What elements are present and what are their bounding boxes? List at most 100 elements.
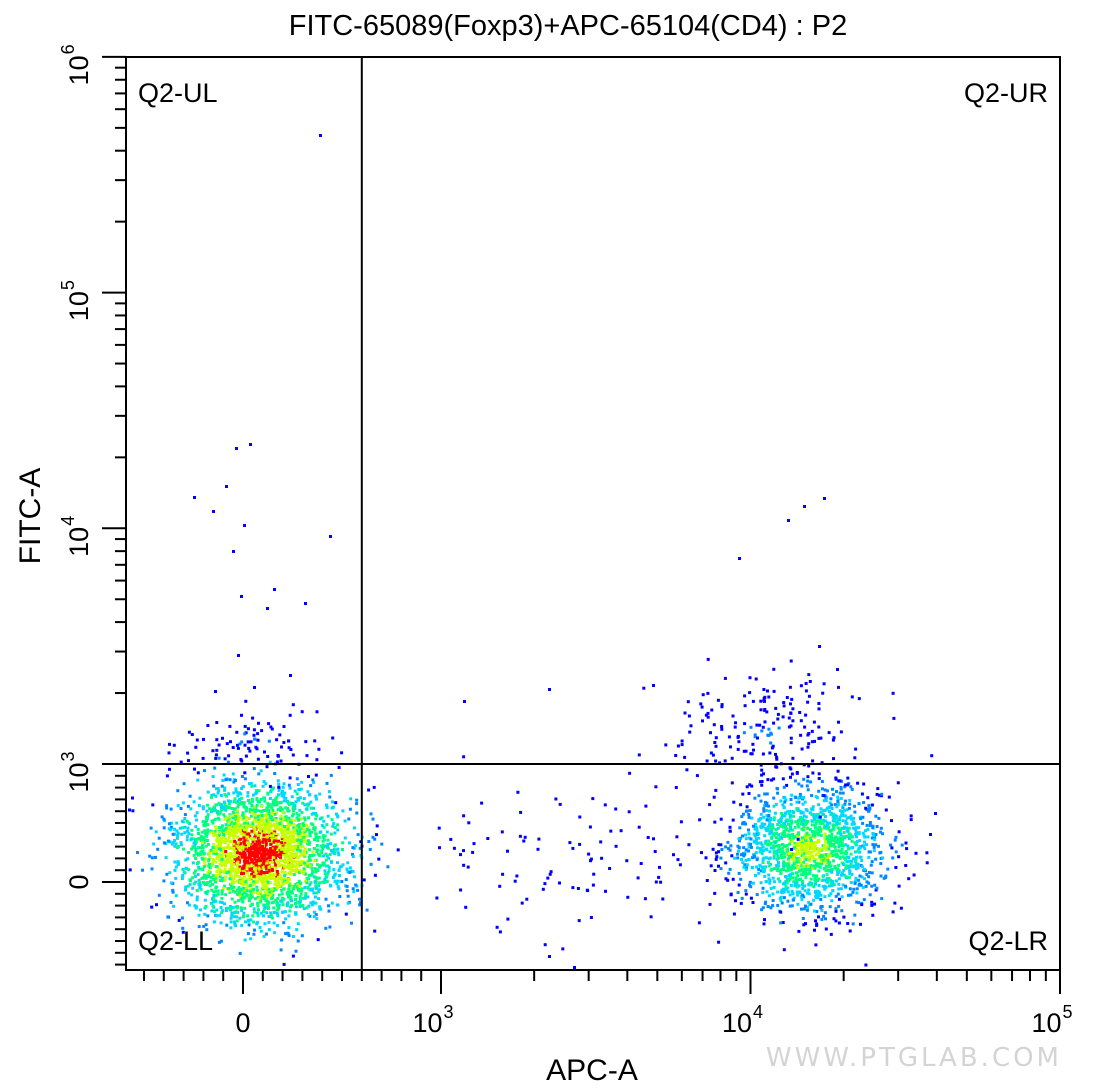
event-dot xyxy=(748,691,752,695)
event-dot xyxy=(743,704,747,708)
event-dot xyxy=(758,850,762,854)
event-dot xyxy=(764,856,768,860)
event-dot xyxy=(741,792,745,796)
event-dot xyxy=(814,882,817,886)
event-dot xyxy=(230,878,234,882)
event-dot xyxy=(269,893,273,897)
event-dot xyxy=(856,866,860,870)
event-dot xyxy=(304,872,307,876)
event-dot xyxy=(839,786,843,789)
x-axis-tick-labels: 0 103 104 105 xyxy=(235,1002,1072,1038)
event-dot xyxy=(558,802,562,806)
event-dot xyxy=(201,756,205,760)
event-dot xyxy=(821,787,824,791)
event-dot xyxy=(757,836,761,840)
event-dot xyxy=(824,808,828,812)
event-dot xyxy=(261,827,265,831)
event-dot xyxy=(749,845,753,849)
event-dot xyxy=(253,784,257,788)
event-dot xyxy=(768,822,772,826)
event-dot xyxy=(820,909,824,912)
event-dot xyxy=(247,832,251,836)
event-dot xyxy=(856,781,860,785)
event-dot xyxy=(747,836,751,840)
event-dot xyxy=(235,823,239,827)
event-dot xyxy=(204,923,208,927)
event-dot xyxy=(866,796,870,800)
event-dot xyxy=(307,842,311,846)
event-dot xyxy=(652,684,655,687)
event-dot xyxy=(266,880,270,884)
event-dot xyxy=(786,822,790,826)
event-dot xyxy=(237,875,241,879)
event-dot xyxy=(733,725,737,729)
event-dot xyxy=(791,863,795,867)
event-dot xyxy=(275,795,279,799)
event-dot xyxy=(326,842,330,846)
event-dot xyxy=(751,742,755,746)
event-dot xyxy=(896,781,900,785)
event-dot xyxy=(796,822,800,826)
event-dot xyxy=(198,880,202,884)
event-dot xyxy=(706,657,710,661)
event-dot xyxy=(237,870,240,874)
event-dot xyxy=(189,807,193,811)
event-dot xyxy=(173,839,177,842)
event-dot xyxy=(222,806,226,809)
event-dot xyxy=(739,901,743,905)
event-dot xyxy=(300,934,304,938)
event-dot xyxy=(268,837,272,840)
event-dot xyxy=(801,844,805,847)
event-dot xyxy=(780,856,784,859)
event-dot xyxy=(762,807,766,811)
event-dot xyxy=(327,856,331,860)
event-dot xyxy=(778,879,782,883)
event-dot xyxy=(183,817,187,820)
event-dot xyxy=(767,819,771,823)
event-dot xyxy=(854,867,858,871)
event-dot xyxy=(217,801,221,805)
event-dot xyxy=(462,755,466,759)
event-dot xyxy=(314,913,318,917)
event-dot xyxy=(844,819,848,823)
event-dot xyxy=(823,887,827,891)
event-dot xyxy=(280,900,284,904)
event-dot xyxy=(904,864,908,867)
event-dot xyxy=(807,888,811,892)
event-dot xyxy=(252,880,256,884)
event-dot xyxy=(761,725,765,729)
event-dot xyxy=(291,806,295,810)
event-dot xyxy=(846,855,850,859)
event-dot xyxy=(780,832,784,836)
event-dot xyxy=(331,736,335,740)
event-dot xyxy=(257,875,261,878)
event-dot xyxy=(856,862,860,866)
event-dot xyxy=(262,809,266,812)
event-dot xyxy=(775,864,779,867)
event-dot xyxy=(758,847,762,851)
event-dot xyxy=(757,794,761,798)
event-dot xyxy=(843,802,847,806)
event-dot xyxy=(170,842,174,846)
event-dot xyxy=(235,730,239,734)
event-dot xyxy=(203,883,207,886)
event-dot xyxy=(787,812,791,815)
event-dot xyxy=(781,921,785,924)
event-dot xyxy=(767,894,771,898)
event-dot xyxy=(770,829,774,833)
event-dot xyxy=(210,909,214,913)
event-dot xyxy=(808,871,812,875)
event-dot xyxy=(199,837,203,841)
event-dot xyxy=(205,839,209,842)
event-dot xyxy=(820,917,824,921)
event-dot xyxy=(777,819,781,823)
event-dot xyxy=(324,852,328,856)
event-dot xyxy=(257,721,260,725)
event-dot xyxy=(822,914,826,918)
event-dot xyxy=(300,887,304,891)
y-tick-label: 104 xyxy=(58,516,94,557)
event-dot xyxy=(338,895,342,898)
event-dot xyxy=(234,789,238,793)
event-dot xyxy=(233,849,237,853)
